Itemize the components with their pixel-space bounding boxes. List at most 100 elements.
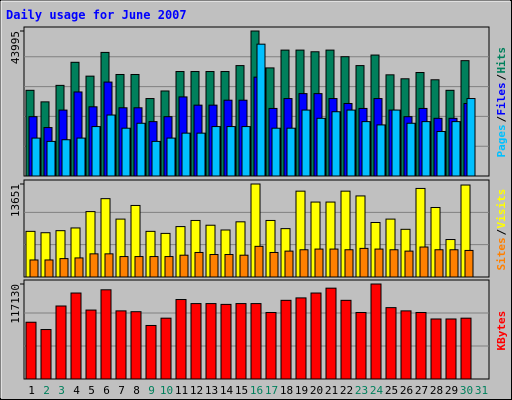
pages-bar-12	[196, 132, 206, 177]
pages-bar-17	[271, 127, 281, 177]
sites-bar-21	[329, 248, 339, 278]
x-tick-label-12: 12	[190, 384, 203, 397]
sites-bar-24	[374, 248, 384, 278]
pages-bar-24	[376, 124, 386, 177]
sites-bar-19	[299, 249, 309, 278]
x-tick-label-9: 9	[148, 384, 155, 397]
sites-bar-11	[179, 254, 189, 278]
pages-bar-22	[346, 109, 356, 177]
sites-bar-6	[104, 253, 114, 278]
kbytes-bar-24	[370, 283, 382, 380]
kbytes-bar-9	[145, 324, 157, 380]
pages-bar-3	[61, 139, 71, 177]
sites-bar-28	[434, 249, 444, 278]
sites-bar-15	[239, 254, 249, 278]
legend-1-3: /	[495, 74, 508, 81]
kbytes-bar-17	[265, 311, 277, 380]
pages-bar-4	[76, 137, 86, 177]
x-tick-label-8: 8	[133, 384, 140, 397]
kbytes-bar-20	[310, 292, 322, 380]
sites-bar-22	[344, 249, 354, 278]
sites-bar-29	[449, 249, 459, 278]
pages-bar-16	[256, 43, 266, 177]
x-tick-label-7: 7	[118, 384, 125, 397]
pages-bar-21	[331, 111, 341, 177]
x-tick-label-1: 1	[28, 384, 35, 397]
pages-bar-8	[136, 122, 146, 177]
pages-bar-2	[46, 140, 56, 177]
pages-bar-11	[181, 132, 191, 177]
kbytes-bar-6	[100, 289, 112, 380]
x-tick-label-6: 6	[103, 384, 110, 397]
sites-bar-10	[164, 256, 174, 278]
pages-bar-15	[241, 126, 251, 177]
pages-bar-10	[166, 137, 176, 177]
kbytes-bar-21	[325, 287, 337, 380]
sites-bar-3	[59, 258, 69, 278]
pages-bar-6	[106, 114, 116, 177]
x-tick-label-29: 29	[445, 384, 458, 397]
sites-bar-4	[74, 257, 84, 278]
x-tick-label-31: 31	[475, 384, 488, 397]
sites-bar-13	[209, 254, 219, 278]
pages-bar-30	[466, 98, 476, 177]
x-tick-label-11: 11	[175, 384, 188, 397]
sites-bar-16	[254, 245, 264, 278]
x-tick-label-10: 10	[160, 384, 173, 397]
kbytes-bar-14	[220, 303, 232, 380]
pages-bar-23	[361, 121, 371, 177]
x-tick-label-16: 16	[250, 384, 263, 397]
kbytes-bar-27	[415, 311, 427, 380]
kbytes-bar-3	[55, 305, 67, 380]
x-tick-label-4: 4	[73, 384, 80, 397]
legend-1-1: /	[495, 116, 508, 123]
sites-bar-30	[464, 249, 474, 278]
sites-bar-5	[89, 253, 99, 278]
kbytes-bar-11	[175, 299, 187, 380]
pages-bar-14	[226, 126, 236, 177]
x-tick-label-23: 23	[355, 384, 368, 397]
kbytes-bar-19	[295, 297, 307, 380]
pages-bar-20	[316, 117, 326, 177]
sites-bar-8	[134, 256, 144, 278]
x-tick-label-26: 26	[400, 384, 413, 397]
pages-bar-1	[31, 137, 41, 177]
sites-bar-12	[194, 251, 204, 278]
x-tick-label-15: 15	[235, 384, 248, 397]
kbytes-bar-7	[115, 310, 127, 380]
kbytes-bar-12	[190, 303, 202, 380]
y-tick-label-2: 13651	[9, 184, 22, 217]
x-tick-label-21: 21	[325, 384, 338, 397]
pages-bar-25	[391, 109, 401, 177]
legend-3-0: KBytes	[495, 311, 508, 351]
sites-bar-18	[284, 250, 294, 278]
legend-2-0: Sites	[495, 237, 508, 270]
kbytes-bar-18	[280, 299, 292, 380]
kbytes-bar-4	[70, 292, 82, 380]
y-tick-label-3: 117130	[9, 284, 22, 324]
y-tick-label-1: 43995	[9, 31, 22, 64]
kbytes-bar-5	[85, 309, 97, 380]
legend-1-2: Files	[495, 82, 508, 115]
kbytes-bar-23	[355, 311, 367, 380]
x-tick-label-13: 13	[205, 384, 218, 397]
sites-bar-2	[44, 259, 54, 278]
pages-bar-5	[91, 126, 101, 177]
kbytes-bar-15	[235, 303, 247, 380]
x-tick-label-28: 28	[430, 384, 443, 397]
kbytes-bar-26	[400, 310, 412, 380]
pages-bar-29	[451, 121, 461, 177]
sites-bar-23	[359, 247, 369, 278]
pages-bar-19	[301, 109, 311, 177]
kbytes-bar-10	[160, 317, 172, 380]
kbytes-bar-28	[430, 318, 442, 380]
sites-bar-27	[419, 246, 429, 278]
x-tick-label-22: 22	[340, 384, 353, 397]
x-tick-label-18: 18	[280, 384, 293, 397]
pages-bar-28	[436, 131, 446, 177]
kbytes-bar-29	[445, 318, 457, 380]
legend-1-0: Pages	[495, 124, 508, 157]
legend-2-1: /	[495, 229, 508, 236]
